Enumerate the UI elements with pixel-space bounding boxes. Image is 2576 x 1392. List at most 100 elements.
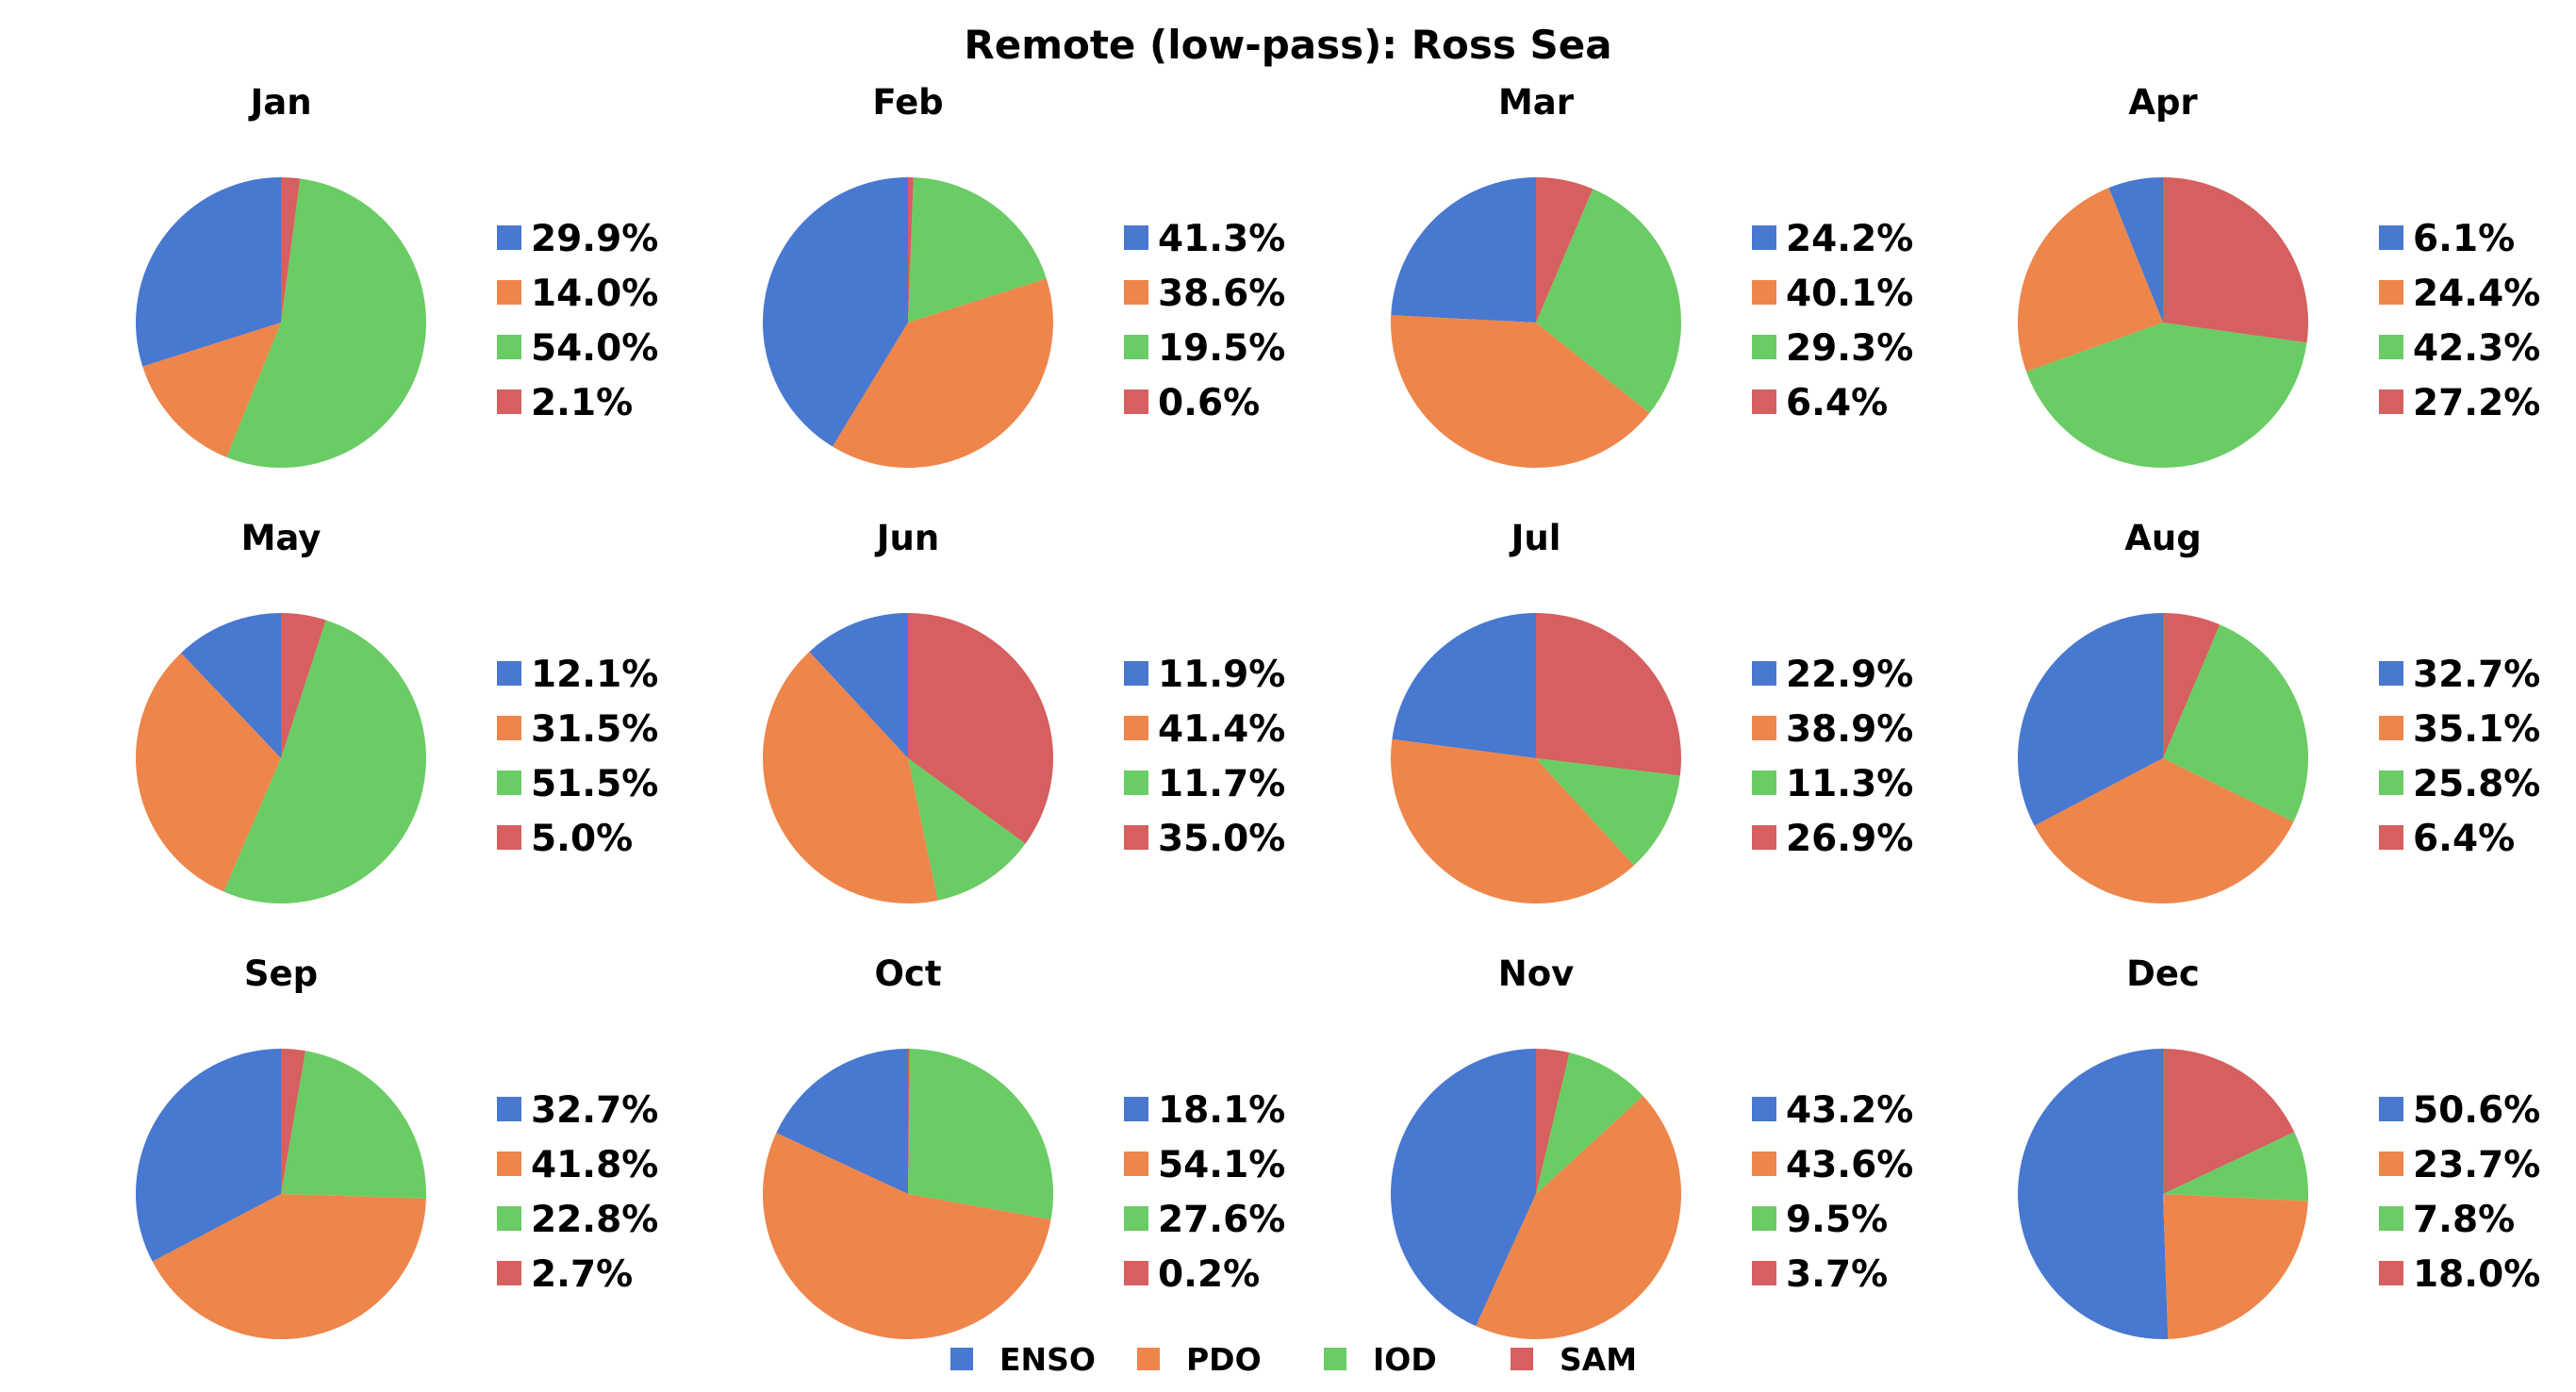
panel-title: Jun	[874, 518, 939, 558]
pie-slice-enso	[2017, 613, 2163, 826]
value-label: 38.9%	[1786, 708, 1913, 751]
pie-slice-sam	[908, 1049, 910, 1194]
value-swatch	[497, 771, 521, 795]
value-swatch	[1124, 1261, 1148, 1285]
value-swatch	[497, 335, 521, 359]
pie-slice-pdo	[1390, 315, 1650, 469]
value-swatch	[1752, 1261, 1776, 1285]
value-swatch	[2379, 661, 2403, 686]
value-swatch	[1752, 225, 1776, 250]
pie-slice-pdo	[1391, 738, 1634, 904]
panel-title: Aug	[2124, 518, 2201, 558]
pie-panel-apr: Apr 6.1% 24.4% 42.3% 27.2%	[2017, 82, 2540, 469]
value-swatch	[1752, 280, 1776, 305]
value-label: 22.9%	[1786, 654, 1913, 696]
value-swatch	[1124, 661, 1148, 686]
value-label: 43.2%	[1786, 1089, 1913, 1132]
value-label: 26.9%	[1786, 818, 1913, 860]
value-swatch	[1124, 771, 1148, 795]
value-swatch	[1752, 335, 1776, 359]
value-swatch	[2379, 771, 2403, 795]
value-swatch	[2379, 1097, 2403, 1121]
pie-panel-dec: Dec 50.6% 23.7% 7.8% 18.0%	[2018, 953, 2540, 1340]
value-swatch	[497, 825, 521, 850]
value-label: 0.2%	[1158, 1253, 1260, 1296]
legend: ENSO PDO IOD SAM	[950, 1341, 1637, 1378]
value-label: 41.8%	[531, 1144, 658, 1186]
pie-panel-aug: Aug 32.7% 35.1% 25.8% 6.4%	[2017, 518, 2540, 904]
pie-slice-sam	[1536, 1049, 1570, 1194]
pie-slice-iod	[1536, 189, 1682, 413]
value-label: 3.7%	[1786, 1253, 1888, 1296]
value-label: 5.0%	[531, 818, 633, 860]
pie-slice-iod	[908, 758, 1026, 901]
legend-swatch	[950, 1348, 973, 1370]
value-label: 32.7%	[531, 1089, 658, 1132]
value-label: 31.5%	[531, 708, 658, 751]
pie-slice-enso	[135, 1049, 281, 1262]
pie-slice-iod	[2026, 323, 2307, 469]
value-swatch	[1752, 825, 1776, 850]
value-label: 11.3%	[1786, 763, 1913, 805]
value-label: 27.6%	[1158, 1199, 1285, 1241]
legend-item-iod: IOD	[1324, 1341, 1437, 1378]
pie-slice-enso	[762, 177, 908, 447]
value-swatch	[1124, 1097, 1148, 1121]
pie-slice-sam	[2163, 1049, 2295, 1194]
value-label: 6.4%	[2413, 818, 2515, 860]
value-label: 6.4%	[1786, 382, 1888, 424]
value-label: 38.6%	[1158, 273, 1285, 315]
pie-slice-enso	[1392, 613, 1536, 758]
value-swatch	[1124, 716, 1148, 740]
value-label: 50.6%	[2413, 1089, 2540, 1132]
pie-slice-enso	[776, 1049, 908, 1194]
value-swatch	[1124, 225, 1148, 250]
value-label: 51.5%	[531, 763, 658, 805]
value-swatch	[2379, 716, 2403, 740]
value-swatch	[1752, 1206, 1776, 1231]
pie-slice-pdo	[135, 653, 281, 892]
value-label: 2.1%	[531, 382, 633, 424]
legend-label: PDO	[1186, 1341, 1262, 1378]
value-swatch	[497, 225, 521, 250]
pie-slice-enso	[1391, 176, 1536, 323]
panel-title: May	[241, 518, 322, 558]
value-label: 40.1%	[1786, 273, 1913, 315]
legend-swatch	[1137, 1348, 1160, 1370]
value-swatch	[1124, 825, 1148, 850]
value-swatch	[2379, 825, 2403, 850]
pie-panel-mar: Mar 24.2% 40.1% 29.3% 6.4%	[1390, 82, 1913, 469]
value-label: 32.7%	[2413, 654, 2540, 696]
value-label: 11.9%	[1158, 654, 1285, 696]
value-swatch	[497, 1206, 521, 1231]
value-label: 41.3%	[1158, 218, 1285, 260]
panel-title: Jan	[247, 82, 311, 123]
pie-slice-pdo	[142, 323, 281, 457]
value-label: 23.7%	[2413, 1144, 2540, 1186]
pie-slice-enso	[809, 613, 908, 758]
value-label: 18.1%	[1158, 1089, 1285, 1132]
pie-panel-jan: Jan 29.9% 14.0% 54.0% 2.1%	[135, 82, 658, 469]
legend-item-enso: ENSO	[950, 1341, 1096, 1378]
panel-title: Mar	[1498, 82, 1575, 123]
value-label: 11.7%	[1158, 763, 1285, 805]
pie-panel-sep: Sep 32.7% 41.8% 22.8% 2.7%	[135, 953, 658, 1339]
pie-slice-sam	[908, 613, 1054, 844]
pie-slice-pdo	[2017, 188, 2163, 373]
panel-title: Sep	[244, 953, 318, 994]
panel-title: Apr	[2128, 82, 2198, 123]
value-swatch	[1752, 716, 1776, 740]
pie-slice-sam	[1536, 177, 1593, 323]
pie-slice-iod	[908, 177, 1047, 323]
value-swatch	[1752, 1097, 1776, 1121]
value-swatch	[1124, 389, 1148, 414]
value-swatch	[2379, 1261, 2403, 1285]
value-label: 29.3%	[1786, 327, 1913, 370]
panel-title: Jul	[1509, 518, 1561, 558]
value-swatch	[1752, 661, 1776, 686]
value-label: 9.5%	[1786, 1199, 1888, 1241]
pie-panel-oct: Oct 18.1% 54.1% 27.6% 0.2%	[762, 953, 1285, 1340]
value-swatch	[497, 1152, 521, 1176]
value-label: 29.9%	[531, 218, 658, 260]
